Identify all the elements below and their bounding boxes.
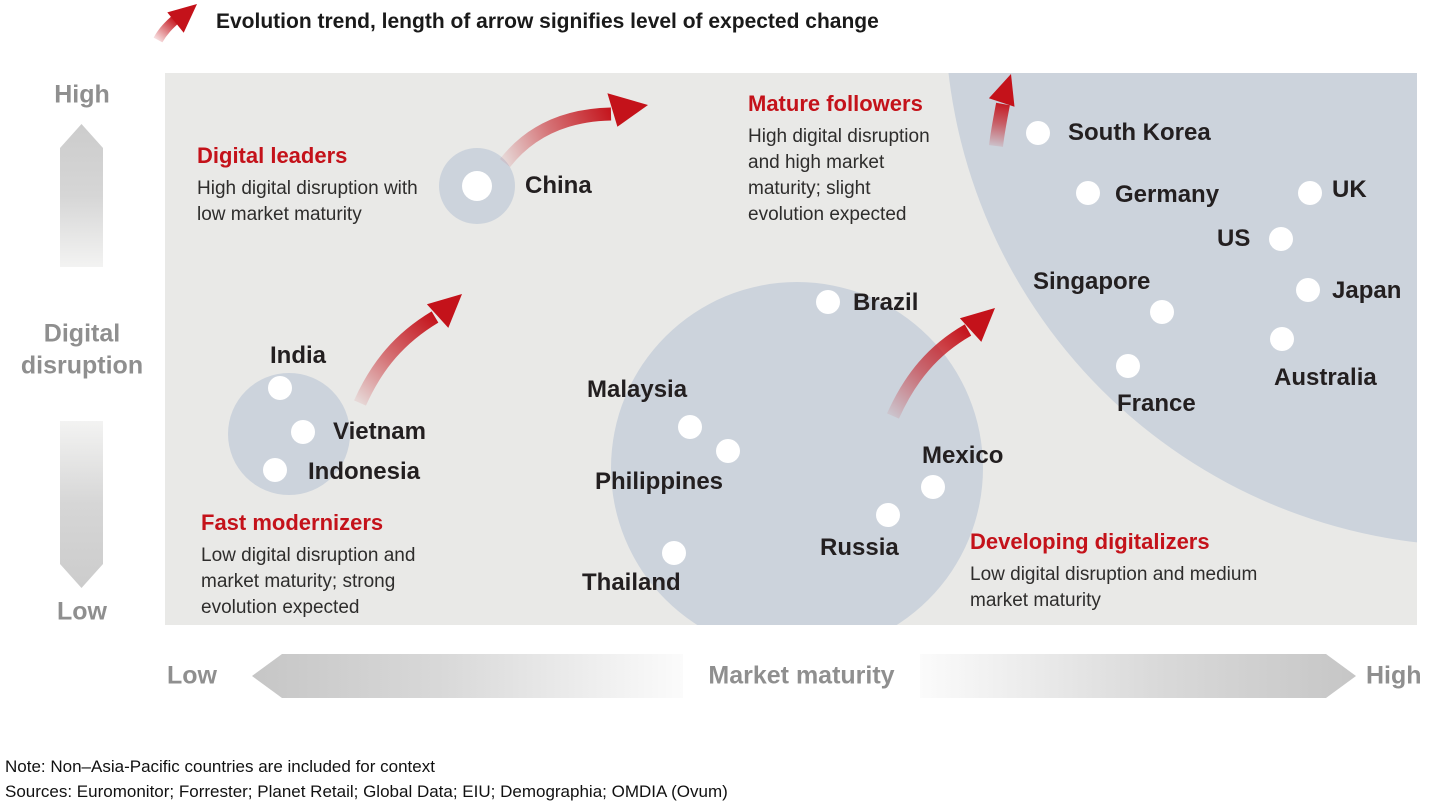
digital-leaders-title: Digital leaders: [197, 143, 348, 168]
dot-china: [462, 171, 492, 201]
y-axis-title-line1: Digital: [43, 319, 121, 348]
fast-modernizers-desc-line: market maturity; strong: [201, 571, 396, 592]
mature-followers-annotation: Mature followers High digital disruption…: [748, 91, 963, 228]
label-indonesia: Indonesia: [308, 458, 421, 485]
dot-malaysia: [678, 415, 702, 439]
y-axis-low-label: Low: [57, 597, 107, 626]
developing-digitalizers-desc-line: Low digital disruption and medium: [970, 564, 1258, 585]
label-thailand: Thailand: [582, 569, 681, 596]
fast-modernizers-desc-line: Low digital disruption and: [201, 545, 416, 566]
sources-text: Sources: Euromonitor; Forrester; Planet …: [5, 782, 728, 801]
dot-india: [268, 376, 292, 400]
digital-leaders-desc-line: High digital disruption with: [197, 178, 418, 199]
dot-philippines: [716, 439, 740, 463]
mature-followers-title: Mature followers: [748, 91, 923, 116]
dot-russia: [876, 503, 900, 527]
mature-followers-desc-line: maturity; slight: [748, 178, 871, 199]
fast-modernizers-evolution-arrow: [354, 294, 462, 406]
dot-south-korea: [1026, 121, 1050, 145]
label-brazil: Brazil: [853, 289, 919, 316]
y-axis-title-line2: disruption: [20, 351, 144, 380]
y-axis-up-arrow: [60, 124, 103, 267]
dot-thailand: [662, 541, 686, 565]
label-australia: Australia: [1274, 364, 1377, 391]
label-philippines: Philippines: [595, 468, 724, 495]
developing-digitalizers-description: Low digital disruption and medium market…: [970, 562, 1310, 614]
dot-france: [1116, 354, 1140, 378]
y-axis-down-arrow: [60, 421, 103, 588]
evolution-trend-arrow-icon: [153, 4, 197, 43]
developing-digitalizers-title: Developing digitalizers: [970, 529, 1210, 554]
label-russia: Russia: [820, 534, 899, 561]
plot-area: China South Korea Germany UK US Singapor…: [165, 73, 1417, 625]
label-china: China: [525, 172, 592, 199]
mature-followers-desc-line: and high market: [748, 152, 885, 173]
x-axis-high-label: High: [1366, 661, 1422, 690]
dot-us: [1269, 227, 1293, 251]
dot-brazil: [816, 290, 840, 314]
label-malaysia: Malaysia: [587, 376, 688, 403]
dot-germany: [1076, 181, 1100, 205]
x-axis-right-arrow: [920, 654, 1356, 698]
label-germany: Germany: [1115, 181, 1220, 208]
label-singapore: Singapore: [1033, 268, 1151, 295]
dot-vietnam: [291, 420, 315, 444]
fast-modernizers-annotation: Fast modernizers Low digital disruption …: [201, 510, 461, 621]
digital-leaders-description: High digital disruption with low market …: [197, 176, 462, 228]
x-axis-title: Market maturity: [708, 661, 895, 690]
developing-digitalizers-annotation: Developing digitalizers Low digital disr…: [970, 529, 1310, 614]
developing-digitalizers-desc-line: market maturity: [970, 590, 1101, 611]
label-vietnam: Vietnam: [333, 418, 426, 445]
dot-mexico: [921, 475, 945, 499]
dot-uk: [1298, 181, 1322, 205]
fast-modernizers-desc-line: evolution expected: [201, 597, 360, 618]
legend: Evolution trend, length of arrow signifi…: [150, 0, 879, 44]
fast-modernizers-title: Fast modernizers: [201, 510, 384, 535]
legend-text: Evolution trend, length of arrow signifi…: [216, 10, 879, 33]
label-france: France: [1117, 390, 1196, 417]
dot-indonesia: [263, 458, 287, 482]
note-text: Note: Non–Asia-Pacific countries are inc…: [5, 757, 435, 776]
dot-australia: [1270, 327, 1294, 351]
mature-followers-description: High digital disruption and high market …: [748, 124, 963, 228]
dot-singapore: [1150, 300, 1174, 324]
digital-leaders-evolution-arrow: [499, 93, 648, 168]
x-axis-low-label: Low: [167, 661, 217, 690]
mature-followers-desc-line: High digital disruption: [748, 126, 930, 147]
label-mexico: Mexico: [922, 442, 1004, 469]
x-axis-left-arrow: [252, 654, 683, 698]
label-us: US: [1217, 225, 1251, 252]
label-south-korea: South Korea: [1068, 119, 1211, 146]
dot-japan: [1296, 278, 1320, 302]
label-india: India: [270, 342, 327, 369]
label-uk: UK: [1332, 176, 1367, 203]
fast-modernizers-description: Low digital disruption and market maturi…: [201, 543, 461, 621]
digital-leaders-annotation: Digital leaders High digital disruption …: [197, 143, 462, 228]
label-japan: Japan: [1332, 277, 1402, 304]
digital-leaders-desc-line: low market maturity: [197, 204, 362, 225]
mature-followers-desc-line: evolution expected: [748, 204, 907, 225]
y-axis-high-label: High: [54, 80, 110, 109]
